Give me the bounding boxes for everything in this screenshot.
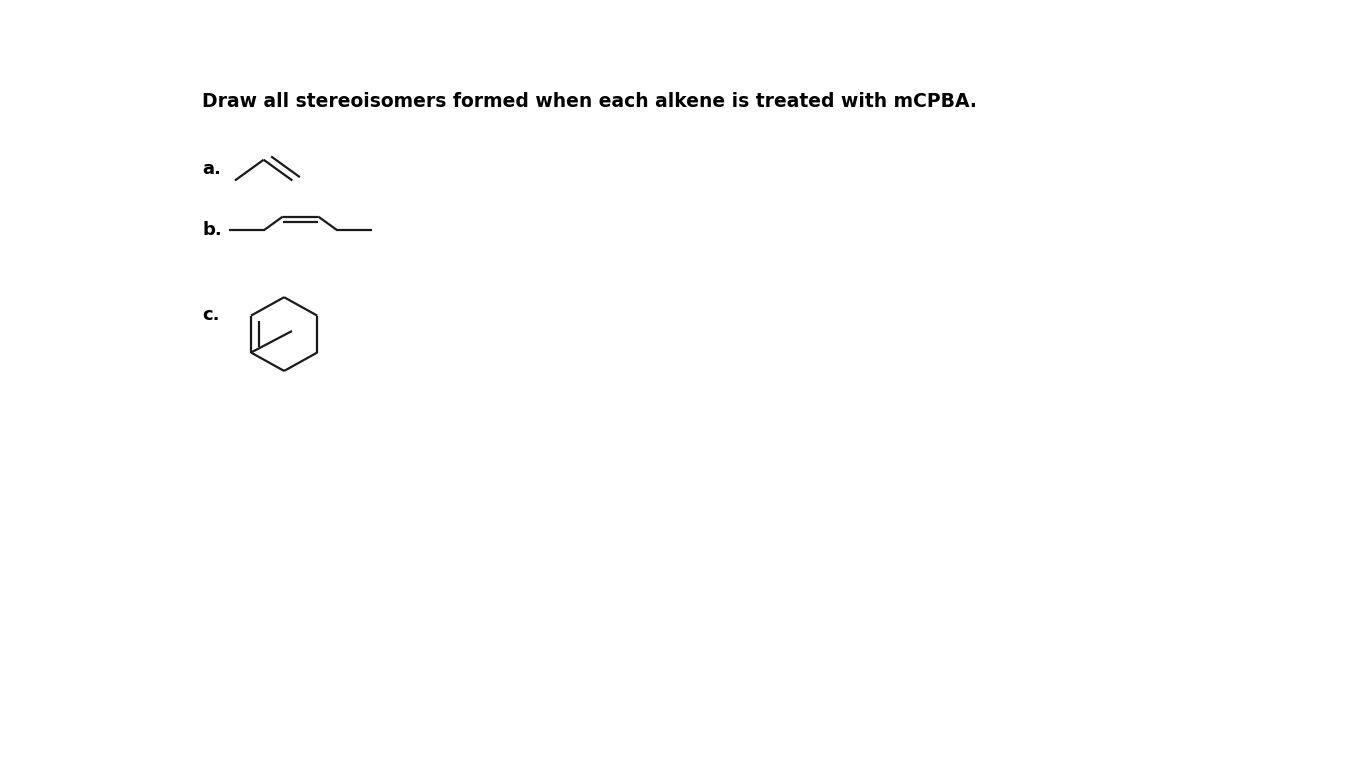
- Text: Draw all stereoisomers formed when each alkene is treated with mCPBA.: Draw all stereoisomers formed when each …: [202, 92, 977, 111]
- Text: a.: a.: [202, 160, 221, 178]
- Text: c.: c.: [202, 306, 220, 324]
- Text: b.: b.: [202, 221, 221, 240]
